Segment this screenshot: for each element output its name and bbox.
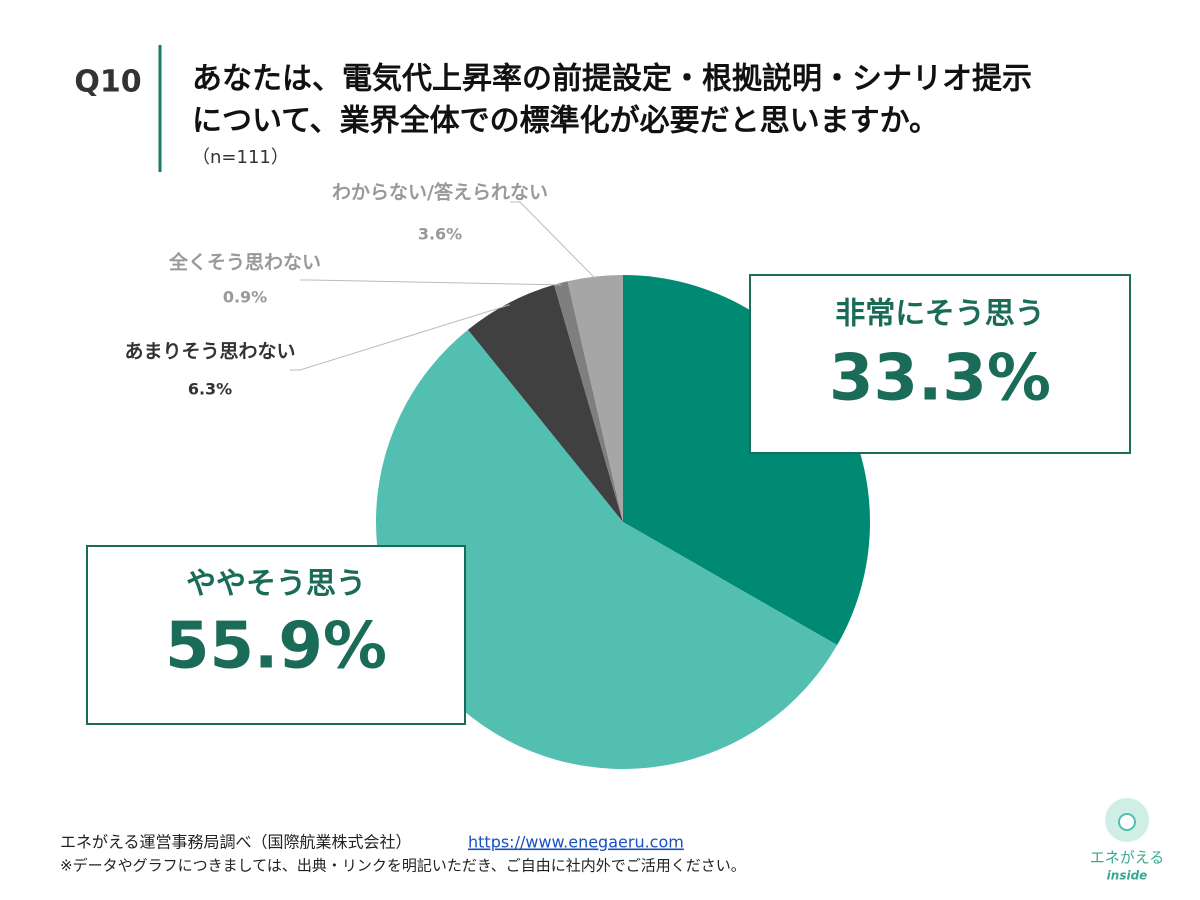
slice [376,329,838,770]
source: エネがえる運営事務局調べ（国際航業株式会社） [60,833,412,852]
slice-value: 55.9% [165,610,387,684]
slice-value: 0.9% [223,288,267,307]
slice-name: ややそう思う [186,567,366,602]
slice-value: 3.6% [418,225,462,244]
slice-name: 非常にそう思う [835,297,1044,332]
slice-value: 33.3% [829,342,1051,416]
logo-sub: inside [1107,869,1148,883]
logo-bulb [1118,813,1136,831]
label-box [749,274,1131,454]
slice [567,275,623,522]
leader-line [510,201,596,279]
labels: 非常にそう思う 33.3% ややそう思う 55.9% あまりそう思わない 6.3% 全くそう… [86,181,1131,725]
slice-name: 全くそう思わない [168,251,321,274]
leader-line [300,279,562,286]
slice-value: 6.3% [188,380,232,399]
slice-name: わからない/答えられない [332,181,548,204]
logo-name: エネがえる [1090,849,1165,867]
question-line: について、業界全体での標準化が必要だと思いますか。 [192,104,939,139]
pie [376,275,870,770]
question-line: あなたは、電気代上昇率の前提設定・根拠説明・シナリオ提示 [192,62,1032,97]
slice [467,284,623,522]
leader-line [290,304,510,371]
label-box [86,545,466,725]
sample-size: （n=111） [192,147,289,168]
slice [554,281,623,522]
note: ※データやグラフにつきましては、出典・リンクを明記いただき、ご自由に社内外でご活… [60,857,746,875]
question-number: Q10 [74,65,141,100]
source-link[interactable]: https://www.enegaeru.com [468,833,684,852]
slice-name: あまりそう思わない [124,341,295,363]
